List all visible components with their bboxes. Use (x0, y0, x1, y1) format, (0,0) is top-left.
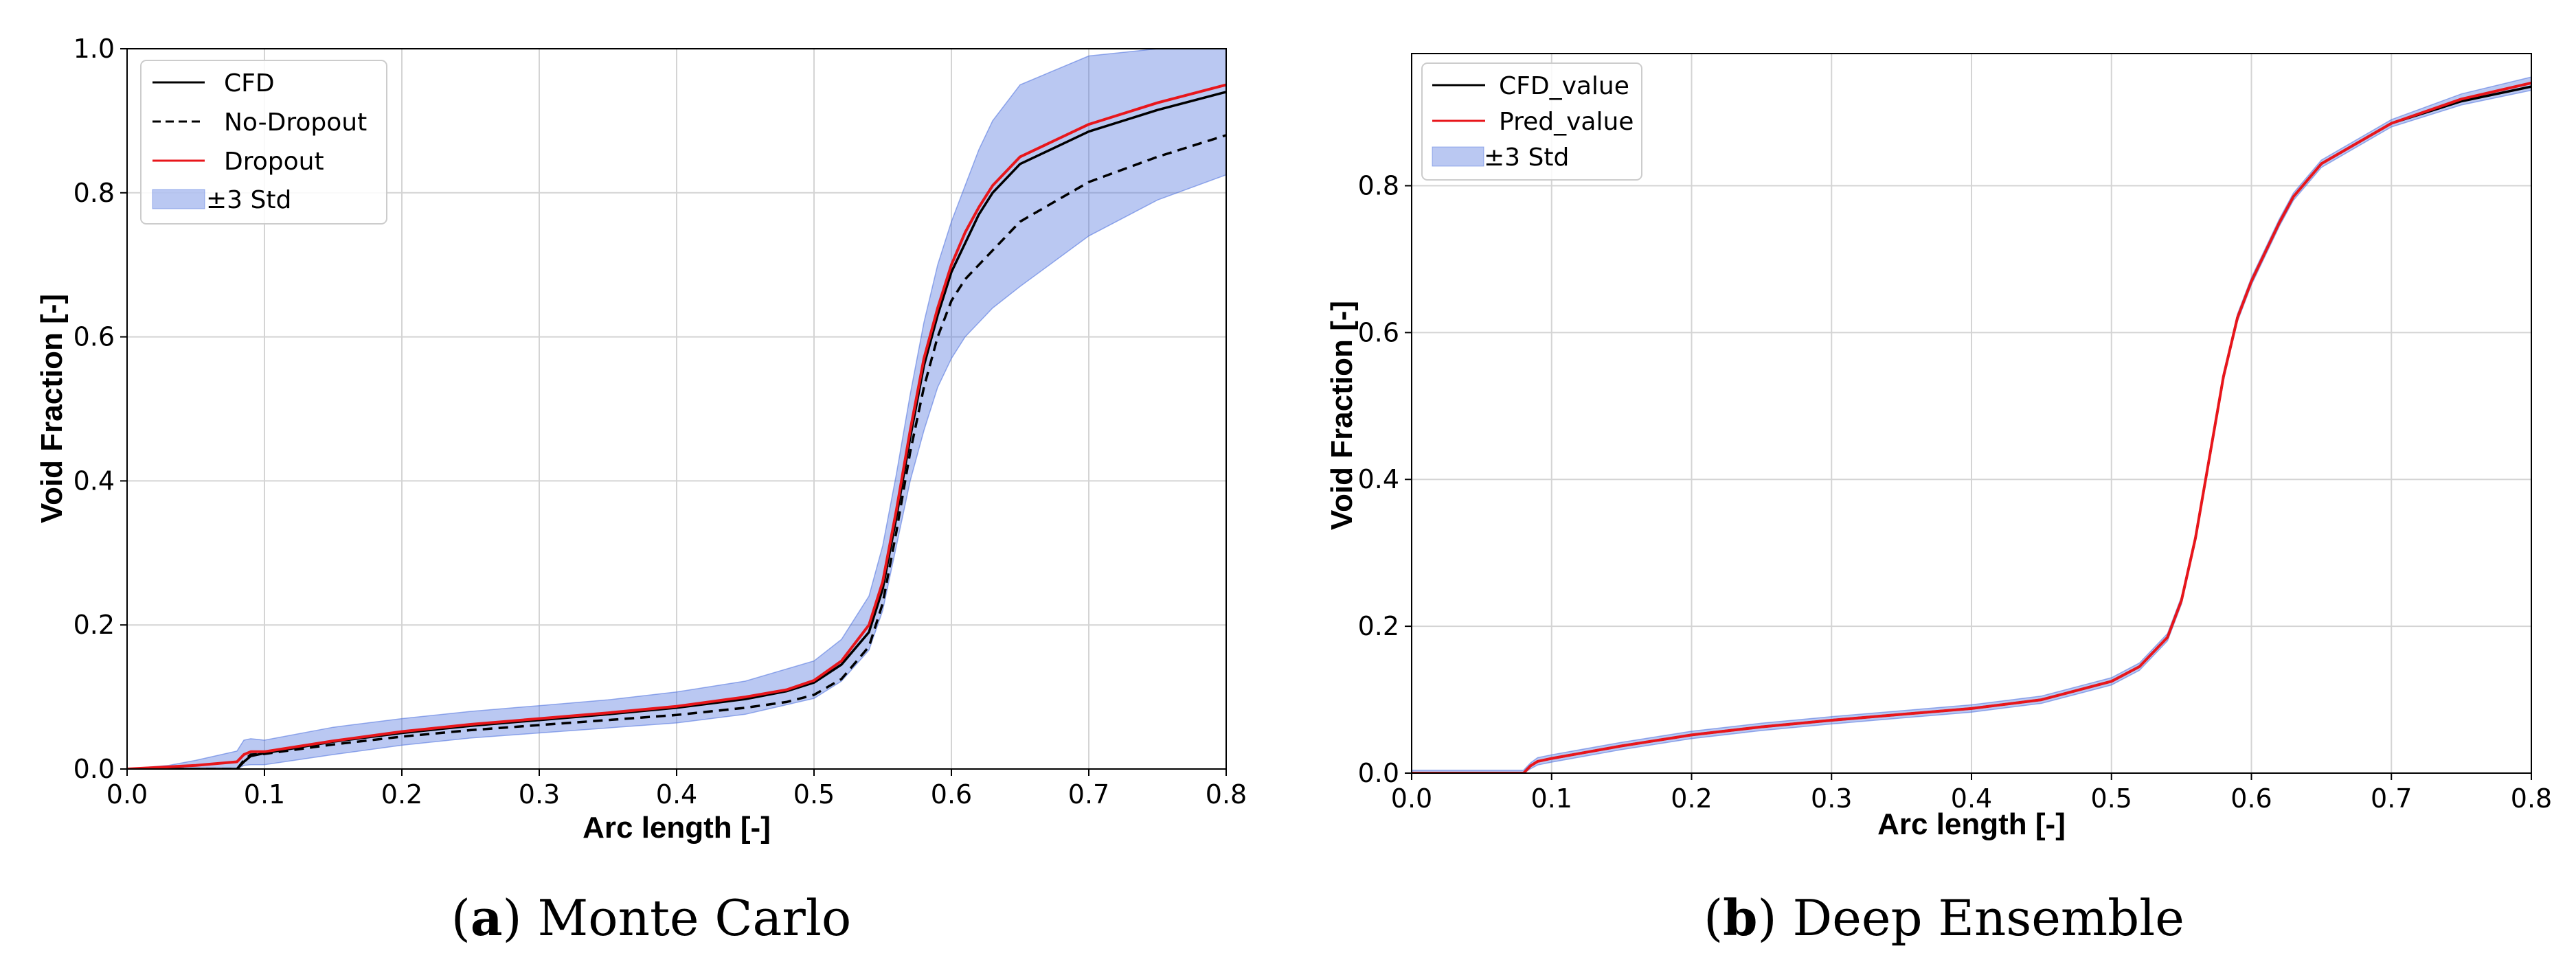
caption-letter: b (1723, 888, 1757, 947)
legend-label-std: ±3 Std (1484, 144, 1569, 172)
legend-label-pred-value: Pred_value (1499, 108, 1634, 136)
series-layer (1412, 81, 2531, 773)
x-tick-label-3: 0.3 (519, 779, 560, 810)
y-tick-label-1: 0.2 (1358, 611, 1399, 641)
caption-open-paren: ( (451, 889, 471, 947)
x-tick-label-7: 0.7 (2371, 783, 2412, 814)
panel-monte-carlo: 0.0 0.1 0.2 0.3 0.4 0.5 0.6 0.7 0.8 0.0 0.2 0.4 0.6… (35, 34, 1247, 947)
caption-text: ) Deep Ensemble (1758, 889, 2184, 947)
x-tick-label-8: 0.8 (1206, 779, 1247, 810)
x-tick-label-2: 0.2 (1671, 783, 1712, 814)
x-axis-ticks: 0.0 0.1 0.2 0.3 0.4 0.5 0.6 0.7 0.8 (106, 769, 1247, 810)
x-tick-label-6: 0.6 (931, 779, 972, 810)
y-tick-label-0: 0.0 (74, 754, 115, 784)
x-tick-label-4: 0.4 (656, 779, 697, 810)
std-band (1412, 76, 2531, 773)
legend-swatch-std (152, 189, 205, 209)
y-tick-label-3: 0.6 (1358, 317, 1399, 347)
legend-label-std: ±3 Std (206, 186, 291, 214)
x-tick-label-0: 0.0 (106, 779, 148, 810)
x-tick-label-6: 0.6 (2230, 783, 2272, 814)
legend-label-dropout: Dropout (224, 148, 324, 176)
std-band (127, 49, 1226, 769)
band-layer (1412, 76, 2531, 773)
series-layer (127, 83, 1226, 769)
legend: CFD No-Dropout Dropout ±3 Std (140, 60, 387, 225)
legend-frame (140, 60, 387, 225)
x-tick-label-2: 0.2 (381, 779, 422, 810)
x-tick-label-5: 0.5 (793, 779, 835, 810)
caption-open-paren: ( (1704, 889, 1723, 947)
y-tick-label-5: 1.0 (74, 34, 115, 64)
x-tick-label-1: 0.1 (1531, 783, 1572, 814)
y-tick-label-0: 0.0 (1358, 758, 1399, 788)
x-tick-label-8: 0.8 (2511, 783, 2552, 814)
y-axis-label: Void Fraction [-] (1325, 301, 1359, 530)
y-tick-label-4: 0.8 (74, 178, 115, 208)
series-cfd (127, 91, 1226, 769)
x-tick-label-3: 0.3 (1811, 783, 1852, 814)
x-axis-label: Arc length [-] (583, 811, 771, 845)
series-dropout (127, 83, 1226, 769)
series-pred-value (1412, 81, 2531, 773)
caption-text: ) Monte Carlo (503, 889, 852, 947)
band-layer (127, 49, 1226, 769)
legend-label-cfd-value: CFD_value (1499, 72, 1629, 100)
y-tick-label-2: 0.4 (1358, 464, 1399, 494)
panel-deep-ensemble: 0.0 0.1 0.2 0.3 0.4 0.5 0.6 0.7 0.8 0.0 0.2 0.4 0.6… (1325, 53, 2552, 947)
y-axis-ticks: 0.0 0.2 0.4 0.6 0.8 1.0 (74, 34, 127, 784)
y-tick-label-2: 0.4 (74, 466, 115, 496)
x-tick-label-4: 0.4 (1951, 783, 1992, 814)
y-tick-label-1: 0.2 (74, 610, 115, 640)
legend-frame (1421, 62, 1642, 181)
grid (126, 48, 1227, 770)
series-no-dropout (127, 134, 1226, 769)
x-tick-label-7: 0.7 (1068, 779, 1109, 810)
x-tick-label-1: 0.1 (244, 779, 285, 810)
y-axis-label: Void Fraction [-] (35, 294, 69, 523)
x-tick-label-0: 0.0 (1391, 783, 1432, 814)
x-tick-label-5: 0.5 (2091, 783, 2132, 814)
y-tick-label-4: 0.8 (1358, 170, 1399, 200)
legend-label-cfd: CFD (224, 69, 275, 97)
legend-swatch-std (1432, 146, 1484, 167)
y-axis-ticks: 0.0 0.2 0.4 0.6 0.8 (1358, 170, 1412, 788)
x-axis-ticks: 0.0 0.1 0.2 0.3 0.4 0.5 0.6 0.7 0.8 (1391, 773, 2552, 814)
caption-a: (a) Monte Carlo (451, 888, 851, 947)
legend: CFD_value Pred_value ±3 Std (1421, 62, 1642, 181)
legend-label-no-dropout: No-Dropout (224, 108, 367, 137)
caption-b: (b) Deep Ensemble (1704, 888, 2184, 947)
x-axis-label: Arc length [-] (1877, 807, 2066, 841)
y-tick-label-3: 0.6 (74, 322, 115, 352)
caption-letter: a (471, 888, 503, 947)
